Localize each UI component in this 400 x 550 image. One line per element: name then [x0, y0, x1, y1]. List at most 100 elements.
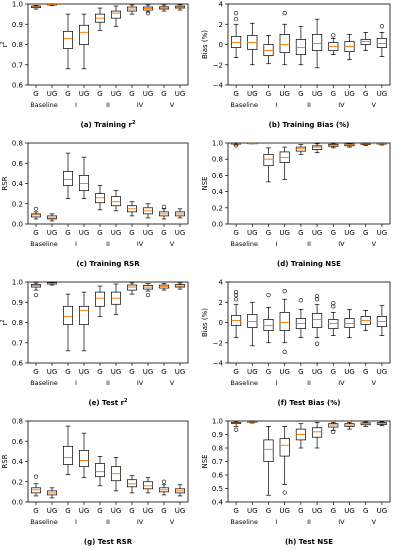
y-axis-label-text: Bias (%) [201, 308, 209, 337]
x-tick-label: UG [279, 90, 290, 98]
group-label: II [106, 240, 110, 248]
box-g-i [263, 293, 274, 344]
box-ug-i [79, 13, 89, 70]
y-tick-label: 0.5 [212, 485, 223, 493]
y-axis-label-text: RSR [1, 176, 9, 190]
x-tick-label: G [363, 368, 368, 376]
y-tick-label: 0.6 [212, 172, 224, 180]
box-ug-ii [312, 294, 323, 346]
box-ug-ii [312, 422, 323, 449]
group-label: I [276, 518, 278, 526]
box-iqr [279, 312, 290, 331]
y-tick-label: 0.8 [12, 319, 23, 327]
x-tick-label: G [266, 368, 271, 376]
panel-caption: (h) Test NSE [285, 538, 333, 546]
outlier-point [331, 429, 336, 434]
x-tick-label: G [363, 507, 368, 515]
box-iqr [312, 145, 323, 150]
group-label: I [276, 379, 278, 387]
y-tick-label: 1.0 [212, 140, 223, 148]
outlier-point [234, 290, 239, 295]
box-ug-i [79, 432, 89, 479]
x-tick-label: UG [377, 229, 388, 237]
box-ug-i [279, 289, 290, 354]
box-g-ii [295, 25, 306, 66]
x-tick-label: G [161, 90, 166, 98]
box-iqr [344, 318, 355, 328]
group-label: IV [338, 240, 345, 248]
box-iqr [31, 487, 41, 494]
x-tick-label: G [129, 507, 134, 515]
box-ug-i [279, 146, 290, 180]
y-tick-label: 0.6 [12, 438, 24, 446]
outlier-point [379, 24, 385, 29]
group-label: I [276, 240, 278, 248]
y-tick-label: −4 [213, 82, 224, 90]
box-iqr [111, 196, 121, 207]
y-tick-label: 0.4 [12, 180, 24, 188]
box-ug-v [175, 208, 185, 219]
box-g-v [159, 204, 169, 220]
panel-c: 0.0 0.2 0.4 0.6 0.8 RSR G UG G UG G UG G UG G UG Baselin… [1, 140, 189, 268]
box-ug-baseline [247, 142, 258, 145]
box-ug-ii [111, 190, 121, 212]
x-tick-label: G [233, 229, 238, 237]
x-tick-label: UG [312, 507, 323, 515]
x-tick-label: G [331, 90, 336, 98]
x-tick-label: G [266, 229, 271, 237]
y-tick-label: 0.9 [12, 21, 23, 29]
x-tick-label: UG [47, 90, 58, 98]
box-ug-baseline [47, 281, 57, 286]
y-axis-label-text: NSE [201, 176, 209, 190]
box-ug-iv [344, 308, 355, 339]
box-iqr [31, 213, 41, 218]
box-iqr [312, 34, 323, 51]
group-label: Baseline [30, 379, 58, 387]
y-tick-label: 1.0 [12, 1, 23, 9]
y-tick-label: −2 [213, 339, 223, 347]
box-g-v [159, 479, 169, 496]
y-tick-label: 1.0 [12, 279, 23, 287]
box-iqr [95, 193, 105, 204]
box-iqr [312, 313, 323, 328]
x-tick-label: UG [279, 507, 290, 515]
box-iqr [328, 319, 339, 329]
x-tick-label: UG [344, 229, 355, 237]
outlier-point [266, 293, 271, 298]
box-iqr [79, 175, 89, 191]
group-label: Baseline [230, 518, 258, 526]
group-label: Baseline [30, 101, 58, 109]
box-g-ii [95, 456, 105, 487]
y-axis-label: RSR [1, 176, 9, 190]
panel-caption-text: (e) Test r [88, 399, 124, 407]
panel-caption-text: (f) Test Bias (%) [278, 399, 341, 407]
x-tick-label: G [331, 368, 336, 376]
group-label: II [106, 518, 110, 526]
box-iqr [247, 314, 258, 328]
group-label: IV [338, 518, 345, 526]
y-tick-label: −4 [213, 360, 224, 368]
box-g-ii [95, 185, 105, 211]
outlier-point [282, 289, 287, 294]
y-axis-label: r2 [0, 319, 9, 325]
panel-caption: (d) Training NSE [277, 260, 341, 268]
box-g-iv [328, 301, 339, 337]
box-g-i [263, 147, 274, 183]
box-iqr [63, 30, 73, 49]
x-tick-label: G [233, 368, 238, 376]
box-iqr [79, 24, 89, 45]
x-tick-label: UG [312, 229, 323, 237]
x-tick-label: UG [111, 90, 122, 98]
group-label: I [75, 101, 77, 109]
group-label: IV [338, 101, 345, 109]
x-tick-label: UG [175, 368, 186, 376]
x-tick-label: G [33, 229, 38, 237]
box-ug-ii [312, 143, 323, 154]
x-tick-label: G [97, 368, 102, 376]
x-tick-label: G [233, 90, 238, 98]
box-iqr [279, 438, 290, 457]
box-ug-v [376, 142, 387, 146]
panel-caption: (c) Training RSR [76, 260, 140, 268]
